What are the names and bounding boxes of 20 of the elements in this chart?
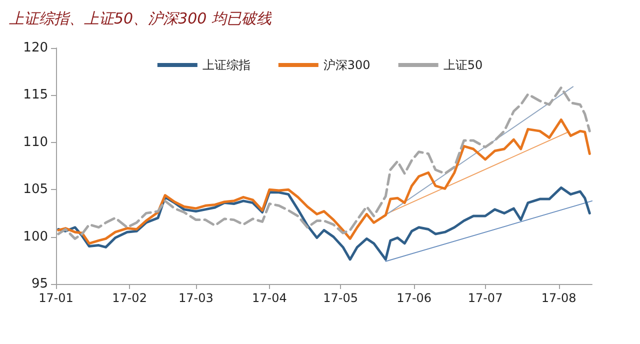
x-tick-label: 17-06 [396,291,432,305]
legend-label: 上证综指 [202,58,250,72]
x-tick-label: 17-02 [112,291,147,305]
y-tick-label: 105 [23,182,48,198]
y-tick-label: 95 [31,276,48,292]
y-tick-label: 115 [23,88,48,103]
x-tick-label: 17-03 [178,291,214,305]
y-tick-label: 110 [23,134,48,150]
legend-label: 沪深300 [323,58,370,72]
x-tick-label: 17-08 [541,291,576,305]
x-tick-label: 17-07 [468,291,503,305]
x-tick-label: 17-04 [252,291,287,305]
y-tick-label: 100 [23,229,48,244]
x-tick-label: 17-01 [38,291,74,305]
line-series [57,186,591,261]
legend-label: 上证50 [443,58,483,72]
chart-title: 上证综指、上证50、沪深300 均已破线 [9,10,272,28]
x-tick-label: 17-05 [323,291,358,305]
line-series [57,118,591,245]
y-tick-label: 120 [23,40,48,56]
